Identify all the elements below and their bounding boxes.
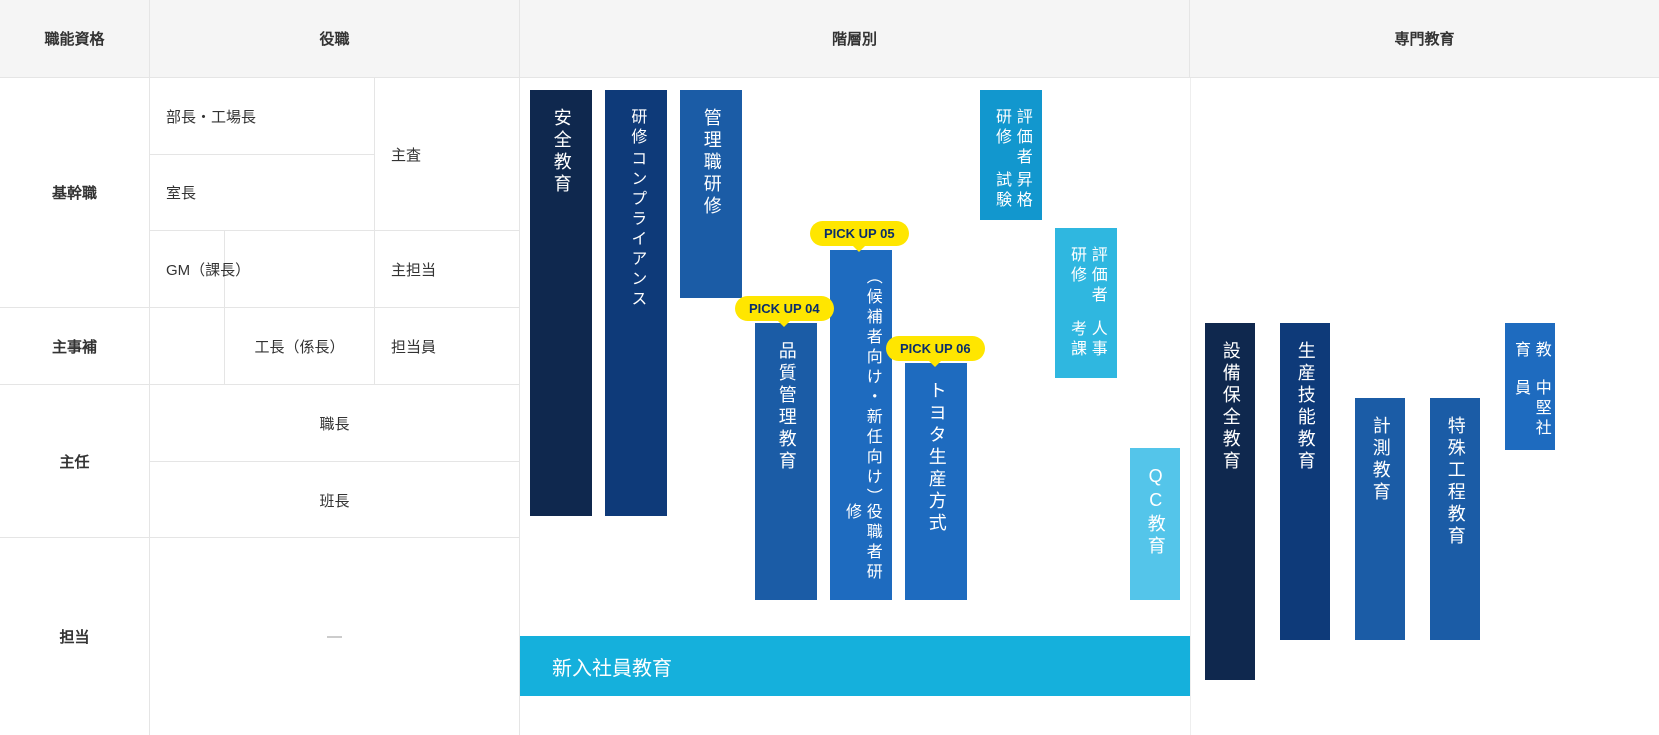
- training-bar-label: トヨタ生産方式: [924, 381, 947, 535]
- training-bar-toyota: トヨタ生産方式: [905, 363, 967, 600]
- header-tiered: 階層別: [520, 0, 1190, 77]
- training-bar-label: QC教育: [1143, 466, 1166, 558]
- position-cell: 担当員: [375, 308, 520, 385]
- position-area: —: [150, 538, 520, 735]
- column-header-row: 職能資格 役職 階層別 専門教育: [0, 0, 1659, 78]
- position-area: 工長（係長） 担当員: [150, 308, 520, 384]
- training-bar-promo-exam: 評価者研修昇格試験: [980, 90, 1042, 220]
- position-cell: 室長: [150, 155, 375, 231]
- training-bar-hr-eval: 評価者研修人事考課: [1055, 228, 1117, 378]
- training-bar-label: 特殊工程教育: [1443, 416, 1466, 548]
- rank-label: 担当: [0, 538, 150, 735]
- header-rank: 職能資格: [0, 0, 150, 77]
- training-bar-label: 安全教育: [549, 108, 572, 196]
- training-bar-compliance: 研修コンプライアンス: [605, 90, 667, 516]
- training-bar-equip: 設備保全教育: [1205, 323, 1255, 680]
- training-bar-label: 研修コンプライアンス: [626, 108, 647, 310]
- position-cell: 職長: [150, 385, 520, 462]
- position-area: 職長 班長: [150, 385, 520, 537]
- position-cell: 班長: [150, 462, 520, 538]
- training-bar-label: 新入社員教育: [552, 652, 672, 681]
- position-cell: GM（課長）: [150, 231, 375, 308]
- training-bar-label: 設備保全教育: [1218, 341, 1241, 473]
- header-specialized: 専門教育: [1190, 0, 1659, 77]
- training-chart-area: 安全教育 研修コンプライアンス 管理職研修品質管理教育 （候補者向け・新任向け）役職者…: [520, 78, 1659, 735]
- training-bar-label: 教育中堅社員: [1509, 341, 1551, 450]
- pickup-badge[interactable]: PICK UP 05: [810, 221, 909, 246]
- training-bar-measure: 計測教育: [1355, 398, 1405, 640]
- position-cell: 主担当: [375, 231, 520, 308]
- header-position: 役職: [150, 0, 520, 77]
- training-bar-qc: QC教育: [1130, 448, 1180, 600]
- training-bar-prod-skill: 生産技能教育: [1280, 323, 1330, 640]
- training-bar-mgmt: 管理職研修: [680, 90, 742, 298]
- position-cell: 工長（係長）: [225, 308, 375, 385]
- training-bar-label: 計測教育: [1368, 416, 1391, 504]
- pickup-badge[interactable]: PICK UP 06: [886, 336, 985, 361]
- pickup-badge[interactable]: PICK UP 04: [735, 296, 834, 321]
- section-divider: [1190, 78, 1191, 735]
- rank-position-table: 基幹職 部長・工場長 室長 GM（課長） 主査 主担当 主事補 工長（係長） 担…: [0, 78, 520, 735]
- position-cell: 部長・工場長: [150, 78, 375, 155]
- training-bar-label: 管理職研修: [699, 108, 722, 218]
- rank-row-tantou: 担当 —: [0, 538, 520, 735]
- rank-row-shunin: 主任 職長 班長: [0, 385, 520, 538]
- training-bar-officer: （候補者向け・新任向け）役職者研修: [830, 250, 892, 600]
- training-bar-safety: 安全教育: [530, 90, 592, 516]
- training-bar-quality: 品質管理教育: [755, 323, 817, 600]
- rank-row-shujiho: 主事補 工長（係長） 担当員: [0, 308, 520, 385]
- training-bar-label: 品質管理教育: [774, 341, 797, 473]
- training-bar-label: 評価者研修人事考課: [1065, 246, 1107, 378]
- training-bar-special: 特殊工程教育: [1430, 398, 1480, 640]
- position-cell: —: [150, 538, 520, 735]
- training-bar-label: （候補者向け・新任向け）役職者研修: [840, 268, 882, 600]
- position-gap: [150, 308, 225, 385]
- training-bar-midcareer: 教育中堅社員: [1505, 323, 1555, 450]
- training-bar-label: 評価者研修昇格試験: [990, 108, 1032, 220]
- rank-label: 主任: [0, 385, 150, 537]
- rank-label: 基幹職: [0, 78, 150, 307]
- rank-row-kikan: 基幹職 部長・工場長 室長 GM（課長） 主査 主担当: [0, 78, 520, 308]
- rank-label: 主事補: [0, 308, 150, 384]
- training-bar-newemp: 新入社員教育: [520, 636, 1190, 696]
- position-cell: 主査: [375, 78, 520, 231]
- position-area: 部長・工場長 室長 GM（課長） 主査 主担当: [150, 78, 520, 307]
- training-bar-label: 生産技能教育: [1293, 341, 1316, 473]
